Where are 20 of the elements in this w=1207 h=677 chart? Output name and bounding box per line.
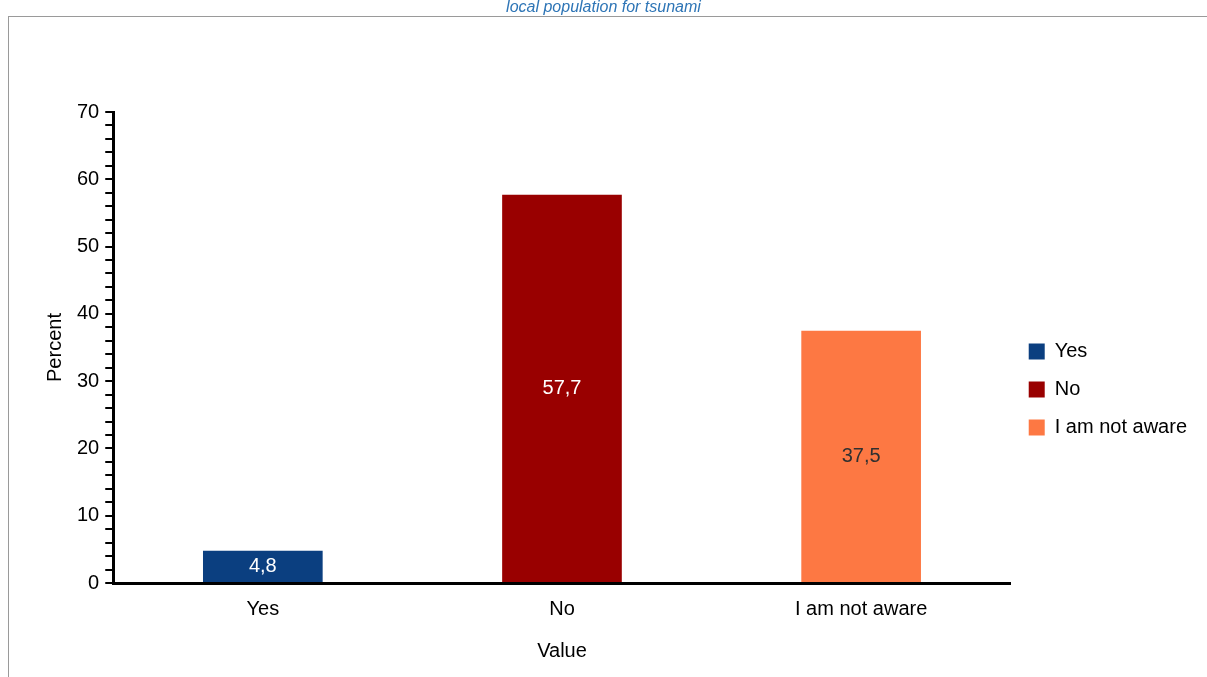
y-tick-label: 10 [77, 503, 100, 526]
data-label: 4,8 [248, 553, 277, 576]
x-tick-label: No [549, 596, 575, 619]
y-tick-label: 0 [88, 570, 100, 593]
y-tick-label: 40 [77, 301, 100, 324]
x-axis-title: Value [537, 638, 587, 661]
y-tick-label: 20 [77, 435, 100, 458]
legend-label: No [1054, 377, 1081, 400]
y-axis-title: Percent [42, 312, 65, 382]
legend-label: Yes [1054, 339, 1088, 362]
x-tick-label: Yes [246, 596, 280, 619]
y-tick-label: 50 [77, 234, 100, 257]
x-tick-label: I am not aware [794, 596, 928, 619]
legend-label: I am not aware [1054, 415, 1188, 438]
y-tick-label: 30 [77, 368, 100, 391]
data-label: 57,7 [542, 375, 582, 398]
data-label: 37,5 [841, 443, 881, 466]
y-tick-label: 60 [77, 166, 100, 189]
chart-title: local population for tsunami [505, 0, 702, 15]
y-tick-label: 70 [77, 99, 100, 122]
